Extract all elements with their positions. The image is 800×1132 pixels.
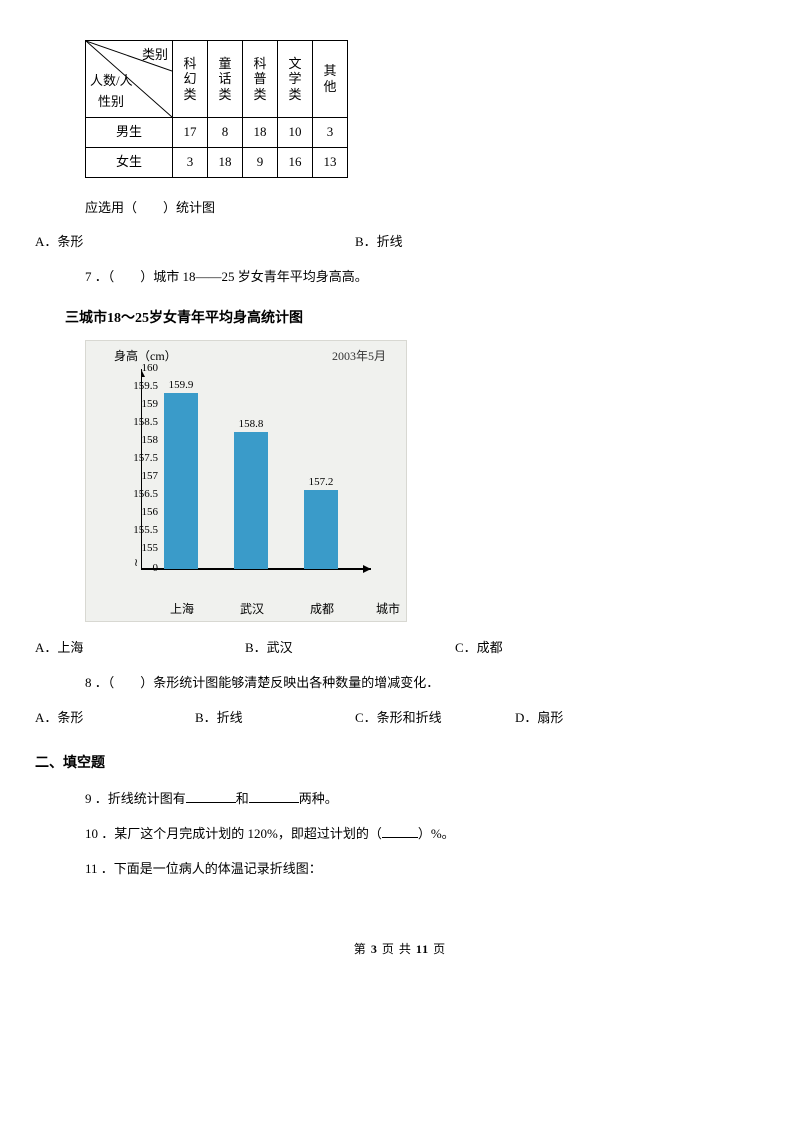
cell: 3	[313, 118, 348, 148]
ytick: 155.5	[118, 523, 158, 541]
q7-opt-a: A．上海	[35, 638, 245, 659]
col-header: 科普类	[243, 41, 278, 118]
q8-opt-a: A．条形	[35, 708, 195, 729]
q9-post: 两种。	[299, 791, 338, 806]
chart-title: 三城市18～25岁女青年平均身高统计图	[65, 308, 765, 330]
cell: 3	[173, 147, 208, 177]
cell: 16	[278, 147, 313, 177]
q9: 9 ．折线统计图有 和 两种。	[85, 789, 765, 810]
q6-opt-a: A．条形	[35, 232, 355, 253]
ytick: 156	[118, 505, 158, 523]
q8-options: A．条形 B．折线 C．条形和折线 D．扇形	[35, 708, 765, 729]
cell: 18	[208, 147, 243, 177]
ytick: 157	[118, 469, 158, 487]
table-row: 女生 3 18 9 16 13	[86, 147, 348, 177]
q8-opt-c: C．条形和折线	[355, 708, 515, 729]
q10-post: ）%。	[418, 826, 455, 841]
ytick: 156.5	[118, 487, 158, 505]
cell: 8	[208, 118, 243, 148]
q9-mid: 和	[236, 791, 249, 806]
ytick: 159	[118, 397, 158, 415]
diag-top-label: 类别	[142, 45, 168, 66]
q9-pre: 9 ．折线统计图有	[85, 791, 186, 806]
col-header: 童话类	[208, 41, 243, 118]
bar-label: 157.2	[304, 474, 338, 492]
cell: 9	[243, 147, 278, 177]
chart-date: 2003年5月	[332, 347, 386, 366]
blank-field[interactable]	[249, 789, 299, 803]
axis-break-icon: ≀	[134, 555, 138, 573]
category-table: 类别 人数/人 性别 科幻类 童话类 科普类 文学类 其他 男生 17 8 18…	[85, 40, 348, 178]
x-axis-title: 城市	[376, 600, 400, 619]
height-bar-chart: 身高（cm） 2003年5月 160 159.5 159 158.5 158 1…	[85, 340, 407, 622]
blank-field[interactable]	[382, 824, 418, 838]
bar-label: 159.9	[164, 377, 198, 395]
q10: 10 ．某厂这个月完成计划的 120%，即超过计划的（ ）%。	[85, 824, 765, 845]
cell: 18	[243, 118, 278, 148]
diag-bot-label: 性别	[98, 92, 124, 113]
cell: 13	[313, 147, 348, 177]
ytick: 158.5	[118, 415, 158, 433]
diag-mid-label: 人数/人	[90, 71, 133, 92]
q8-stem: 8 ．（ ）条形统计图能够清楚反映出各种数量的增减变化．	[85, 673, 765, 694]
ytick: 158	[118, 433, 158, 451]
x-category: 武汉	[232, 600, 272, 619]
q10-pre: 10 ．某厂这个月完成计划的 120%，即超过计划的（	[85, 826, 382, 841]
section-2-heading: 二、填空题	[35, 753, 765, 775]
blank-field[interactable]	[186, 789, 236, 803]
ytick: 157.5	[118, 451, 158, 469]
q11: 11 ．下面是一位病人的体温记录折线图：	[85, 859, 765, 880]
col-header: 科幻类	[173, 41, 208, 118]
q7-opt-b: B．武汉	[245, 638, 455, 659]
q7-options: A．上海 B．武汉 C．成都	[35, 638, 765, 659]
q6-stem: 应选用（ ）统计图	[85, 198, 765, 219]
q7-stem: 7 ．（ ）城市 18——25 岁女青年平均身高高。	[85, 267, 765, 288]
q8-opt-d: D．扇形	[515, 708, 563, 729]
row-label: 男生	[86, 118, 173, 148]
bar-label: 158.8	[234, 416, 268, 434]
bar-shanghai: 159.9	[164, 393, 198, 569]
bar-chengdu: 157.2	[304, 490, 338, 569]
ytick: 159.5	[118, 379, 158, 397]
q8-opt-b: B．折线	[195, 708, 355, 729]
q7-opt-c: C．成都	[455, 638, 503, 659]
col-header: 其他	[313, 41, 348, 118]
page-footer: 第 3 页 共 11 页	[35, 940, 765, 959]
cell: 10	[278, 118, 313, 148]
table-diagonal-header: 类别 人数/人 性别	[86, 41, 173, 118]
x-category: 上海	[162, 600, 202, 619]
col-header: 文学类	[278, 41, 313, 118]
q6-options: A．条形 B．折线	[35, 232, 765, 253]
q6-opt-b: B．折线	[355, 232, 403, 253]
table-row: 男生 17 8 18 10 3	[86, 118, 348, 148]
ytick: 160	[118, 361, 158, 379]
cell: 17	[173, 118, 208, 148]
row-label: 女生	[86, 147, 173, 177]
bar-wuhan: 158.8	[234, 432, 268, 569]
x-category: 成都	[302, 600, 342, 619]
